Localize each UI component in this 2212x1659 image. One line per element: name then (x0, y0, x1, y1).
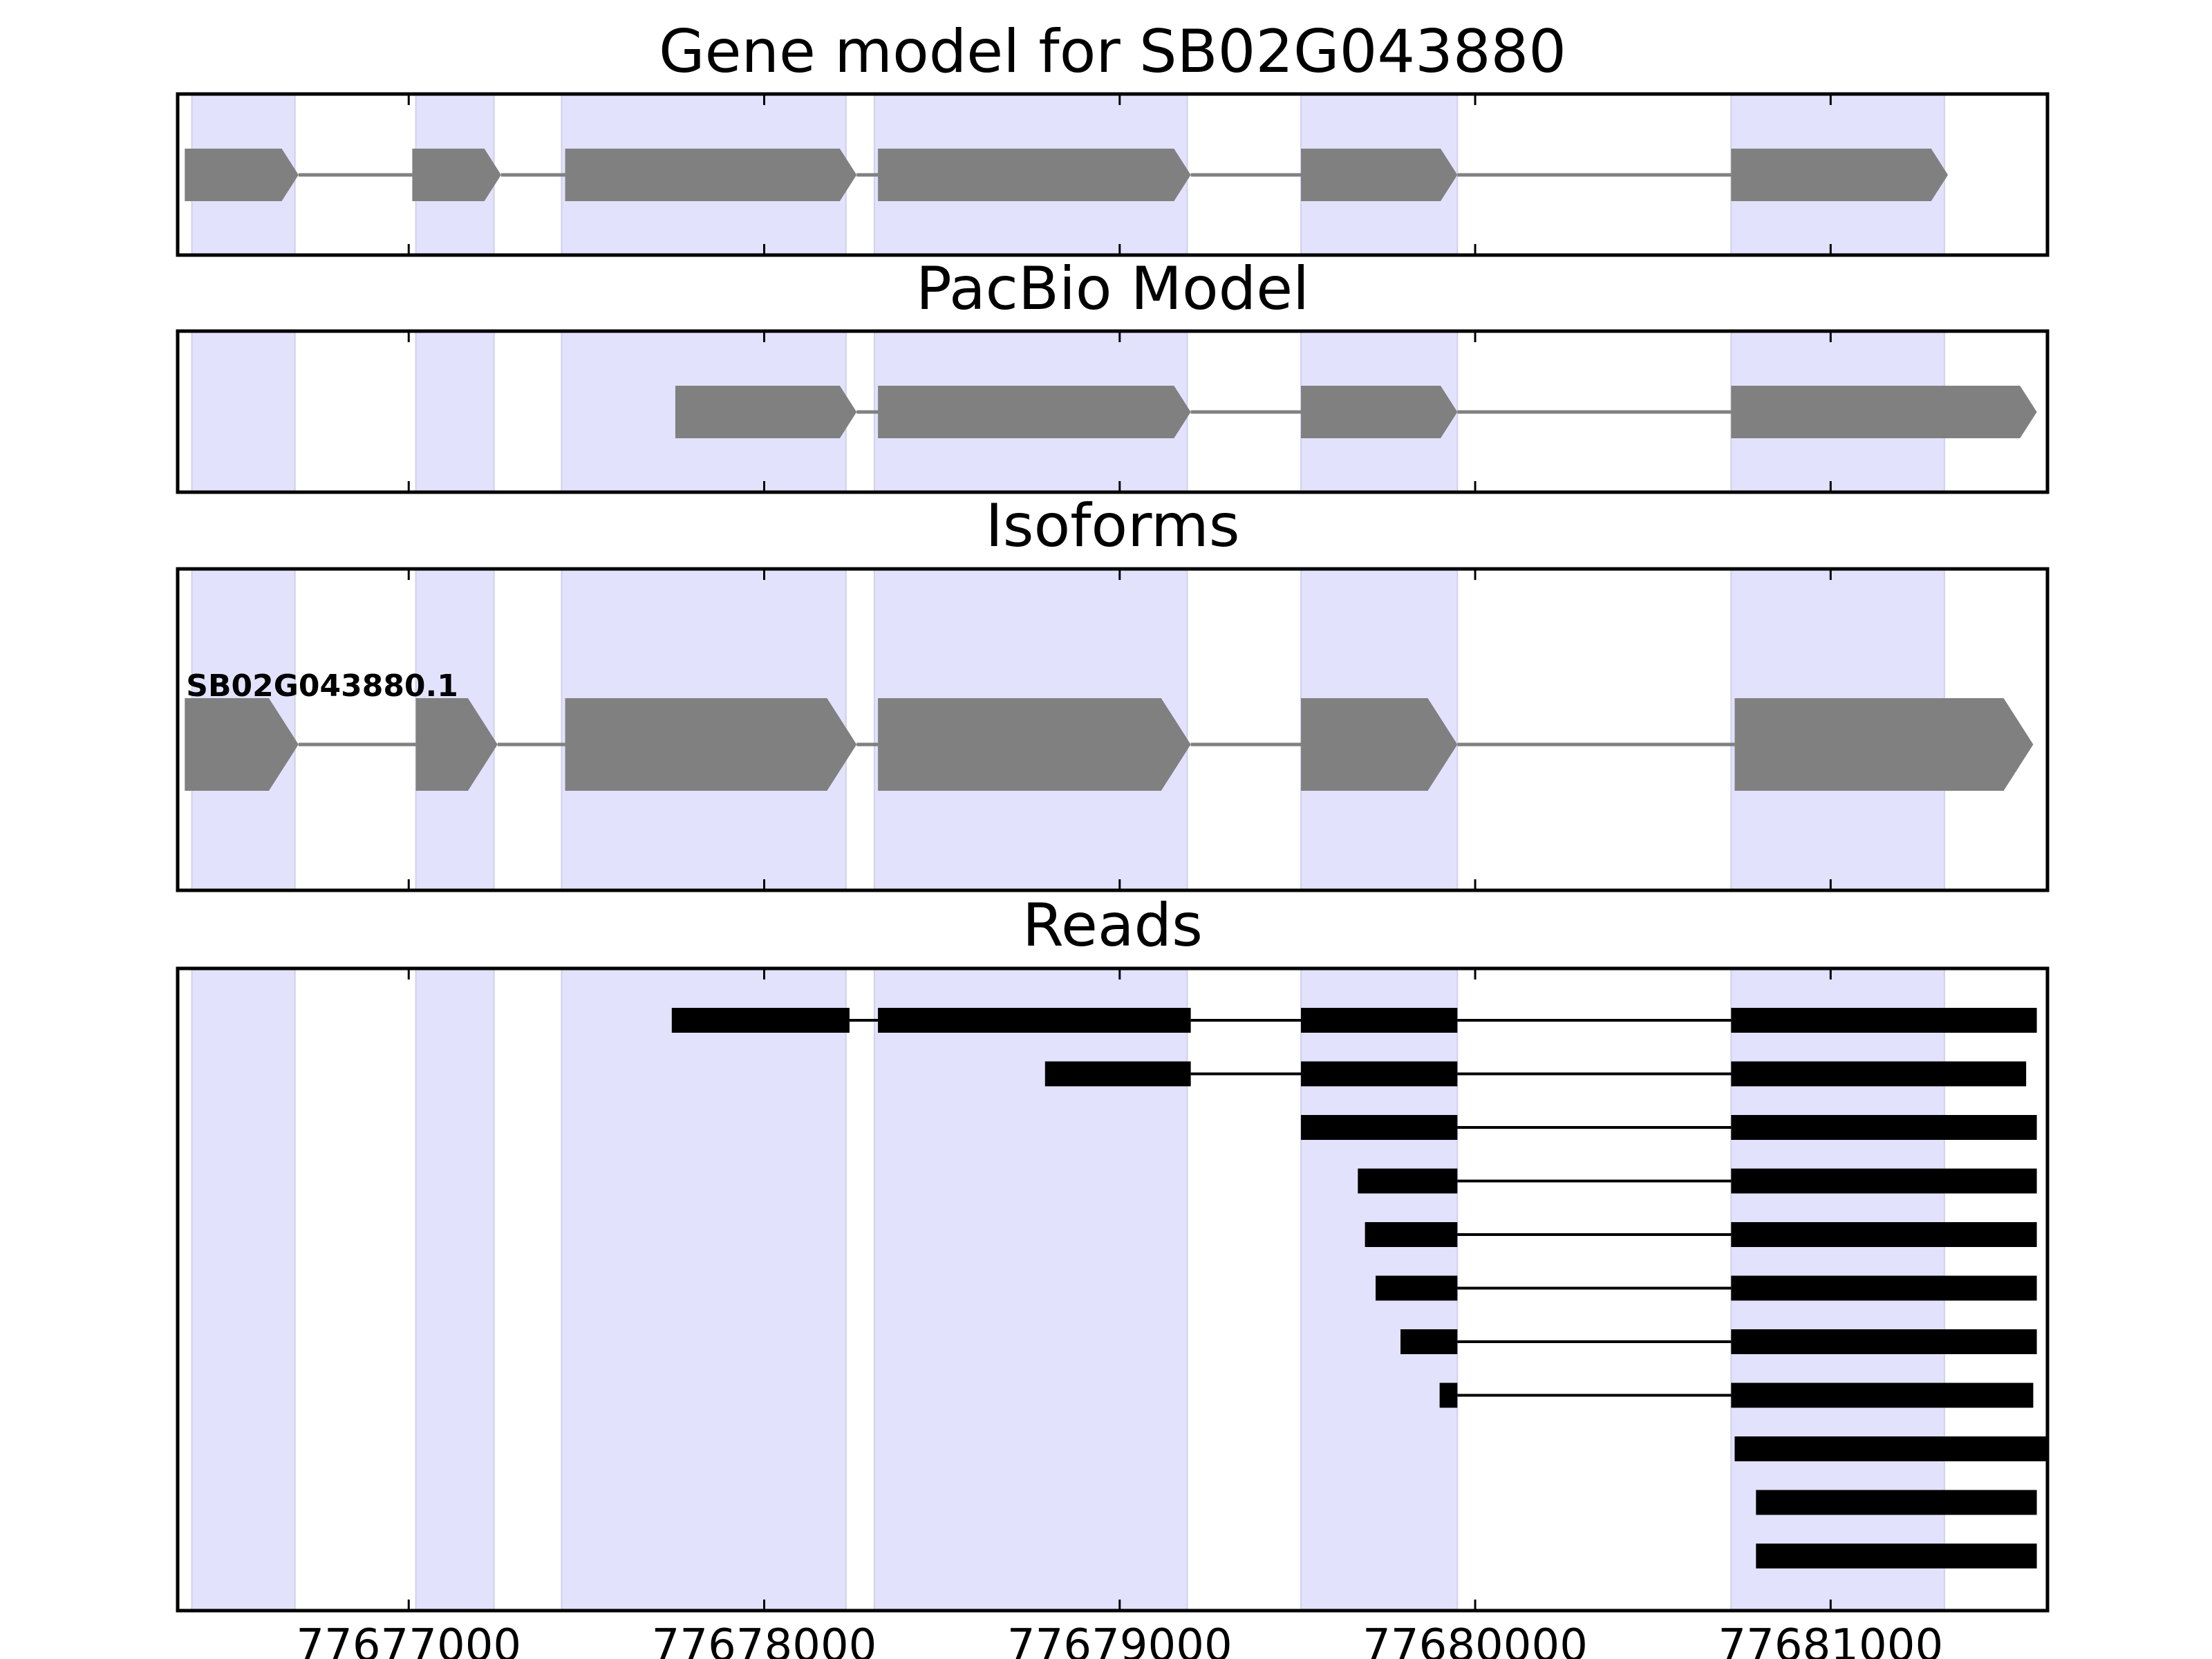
read-3 (1301, 1115, 2037, 1140)
panel-title: Reads (1022, 891, 1203, 960)
highlight-region (415, 968, 495, 1611)
exon-arrow (878, 698, 1191, 791)
panel-frame (176, 567, 2050, 892)
read-block (1731, 1061, 2027, 1087)
exon-arrow (415, 698, 498, 791)
read-8 (1439, 1382, 2034, 1408)
x-tick-label: 77677000 (296, 1620, 521, 1659)
exon-arrow (185, 149, 299, 201)
exon-arrow (1301, 386, 1458, 438)
read-block (1376, 1275, 1458, 1301)
exon-arrow (878, 386, 1191, 438)
read-10 (1756, 1490, 2037, 1515)
read-2 (1044, 1061, 2027, 1087)
panel-title: Isoforms (985, 491, 1239, 561)
panel-frame (176, 329, 2050, 494)
read-block (1301, 1115, 1458, 1140)
read-7 (1400, 1329, 2037, 1354)
read-block (1044, 1061, 1191, 1087)
panel-1: Gene model for SB02G043880 (176, 17, 2050, 257)
exon-arrow (412, 149, 501, 201)
exon-arrow (565, 149, 857, 201)
x-tick-label: 77679000 (1007, 1620, 1232, 1659)
panel-frame (176, 966, 2050, 1613)
exon-arrow (185, 698, 299, 791)
read-block (1365, 1222, 1458, 1247)
read-5 (1365, 1222, 2037, 1247)
read-block (878, 1008, 1191, 1033)
read-block (1734, 1436, 2047, 1461)
exon-arrow (1731, 149, 1949, 201)
panel-frame (176, 92, 2050, 257)
panel-4: Reads (176, 891, 2050, 1613)
panel-3: Isoforms SB02G043880.1 (176, 491, 2050, 892)
transcript-track (675, 386, 2037, 438)
read-block (1301, 1061, 1458, 1087)
read-block (1731, 1168, 2037, 1194)
highlight-region (191, 330, 296, 493)
isoform-label: SB02G043880.1 (186, 668, 458, 704)
exon-arrow (878, 149, 1191, 201)
read-block (1358, 1168, 1458, 1194)
highlight-region (415, 330, 495, 493)
read-9 (1734, 1436, 2047, 1461)
panel-2: PacBio Model (176, 254, 2050, 494)
read-11 (1756, 1544, 2037, 1568)
x-tick-label: 77678000 (652, 1620, 877, 1659)
read-4 (1358, 1168, 2037, 1194)
exon-arrow (675, 386, 857, 438)
read-block (1731, 1222, 2037, 1247)
x-axis: 77677000 77678000 77679000 77680000 77681000 (296, 1620, 1943, 1659)
read-6 (1376, 1275, 2037, 1301)
exon-arrow (565, 698, 857, 791)
panel-title: Gene model for SB02G043880 (659, 17, 1566, 86)
x-tick-label: 77681000 (1718, 1620, 1943, 1659)
transcript-track (185, 149, 1949, 201)
read-1 (671, 1008, 2037, 1033)
read-block (1439, 1382, 1458, 1408)
read-block (1731, 1382, 2034, 1408)
read-block (1400, 1329, 1458, 1354)
read-block (1731, 1008, 2037, 1033)
read-block (1756, 1544, 2037, 1568)
exon-arrow (1301, 698, 1458, 791)
transcript-track: SB02G043880.1 (185, 668, 2034, 791)
exon-arrow (1731, 386, 2037, 438)
highlight-region (561, 968, 847, 1611)
highlight-region (191, 968, 296, 1611)
read-block (1731, 1115, 2037, 1140)
read-block (1756, 1490, 2037, 1515)
read-block (1731, 1329, 2037, 1354)
read-block (1301, 1008, 1458, 1033)
x-tick-label: 77680000 (1362, 1620, 1588, 1659)
exon-arrow (1734, 698, 2034, 791)
exon-arrow (1301, 149, 1458, 201)
panel-title: PacBio Model (916, 254, 1309, 324)
read-block (671, 1008, 850, 1033)
read-block (1731, 1275, 2037, 1301)
